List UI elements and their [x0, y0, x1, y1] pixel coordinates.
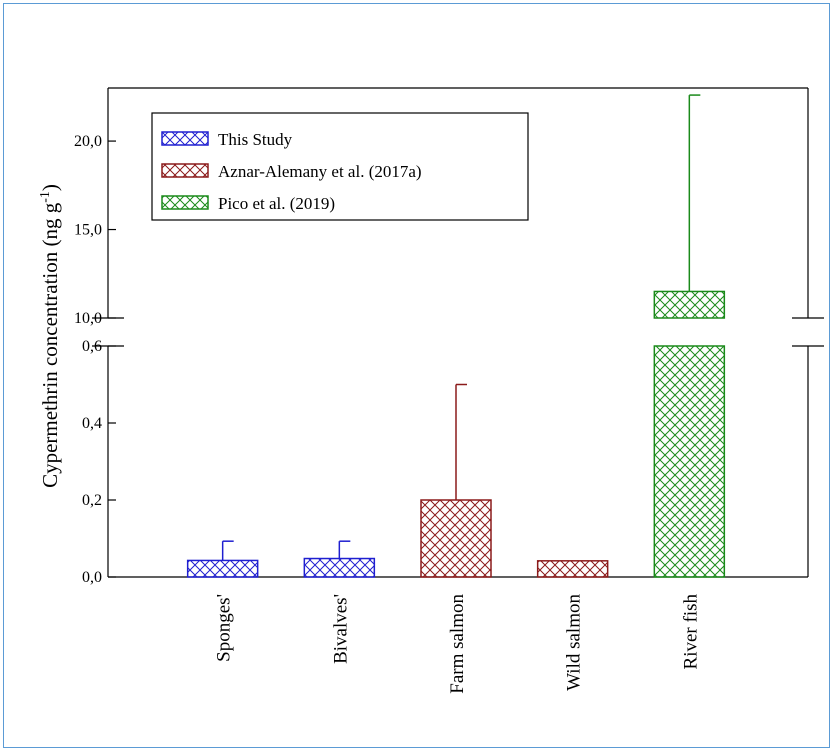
- bar: [186, 559, 259, 578]
- y-tick-label: 0,2: [82, 492, 102, 509]
- legend-swatch-pico: [161, 195, 209, 210]
- y-tick-label: 0,4: [82, 415, 102, 432]
- bar: [653, 290, 726, 319]
- y-tick-label: 10,0: [74, 310, 102, 327]
- y-axis-label: Cypermethrin concentration (ng g-1): [38, 184, 62, 488]
- bars: [186, 94, 726, 578]
- x-tick-label: Farm salmon: [447, 594, 468, 694]
- bar: [420, 499, 492, 578]
- legend-swatch-this-study: [161, 131, 209, 146]
- bar: [653, 345, 726, 578]
- bar: [536, 560, 609, 578]
- legend-swatch-aznar: [161, 163, 209, 178]
- legend-label-this-study: This Study: [218, 130, 293, 149]
- x-tick-label: Sponges': [214, 594, 235, 662]
- bar: [303, 557, 376, 578]
- x-labels: Sponges' Bivalves' Farm salmon Wild salmon R…: [214, 594, 702, 694]
- legend: This Study Aznar-Alemany et al. (2017a) …: [151, 112, 529, 221]
- y-tick-label: 0,0: [82, 569, 102, 586]
- y-tick-label: 15,0: [74, 222, 102, 239]
- x-tick-label: River fish: [680, 594, 701, 670]
- y-ticks: 0,0 0,2 0,4 0,6 10,0 15,0 20,0: [74, 133, 116, 586]
- x-tick-label: Bivalves': [330, 594, 351, 664]
- y-tick-label: 0,6: [82, 338, 102, 355]
- legend-box: [151, 112, 529, 221]
- legend-label-aznar: Aznar-Alemany et al. (2017a): [218, 162, 422, 181]
- legend-label-pico: Pico et al. (2019): [218, 194, 335, 213]
- y-tick-label: 20,0: [74, 133, 102, 150]
- x-tick-label: Wild salmon: [564, 594, 585, 691]
